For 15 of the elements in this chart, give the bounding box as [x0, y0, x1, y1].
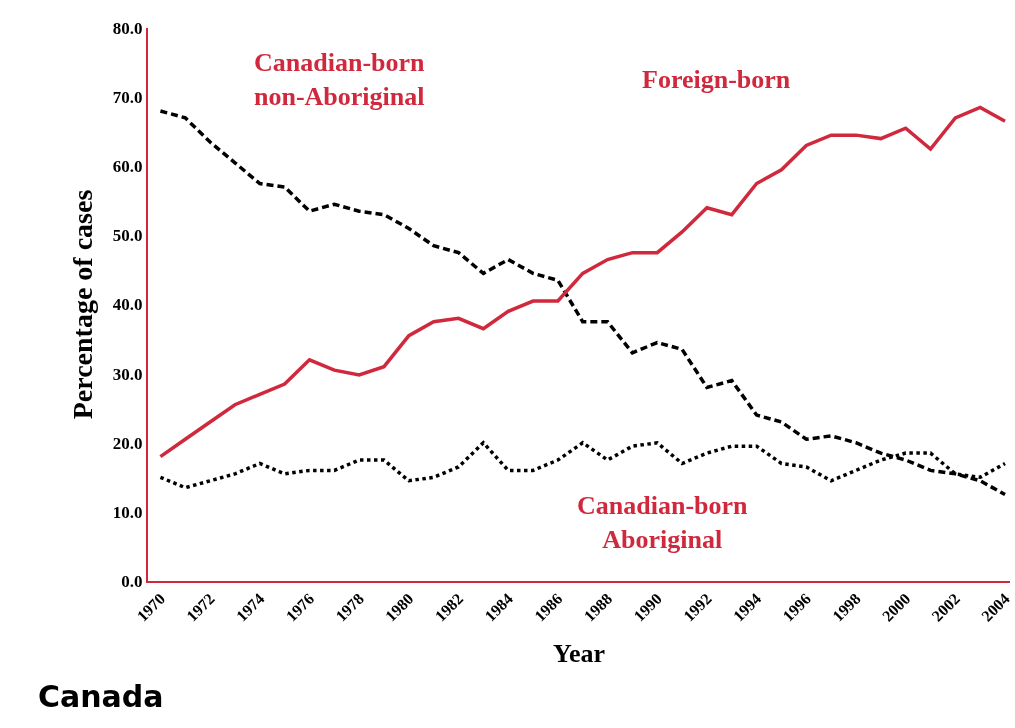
- text: Canadian-born non-Aboriginal: [254, 48, 426, 111]
- y-tick-label: 20.0: [112, 433, 143, 453]
- y-tick-label: 50.0: [112, 226, 143, 246]
- y-axis-title: Percentage of cases: [67, 189, 99, 420]
- text: Canada: [38, 679, 164, 714]
- y-tick-label: 40.0: [112, 295, 143, 315]
- x-axis-title: Year: [553, 638, 605, 668]
- y-tick-label: 80.0: [112, 18, 143, 38]
- y-tick-label: 10.0: [112, 502, 143, 522]
- y-tick-label: 60.0: [112, 157, 143, 177]
- y-tick-label: 0.0: [121, 571, 143, 591]
- y-tick-label: 70.0: [112, 88, 143, 108]
- series-label: Canadian-born Aboriginal: [577, 491, 749, 554]
- text: Foreign-born: [642, 65, 791, 94]
- y-tick-label: 30.0: [112, 364, 143, 384]
